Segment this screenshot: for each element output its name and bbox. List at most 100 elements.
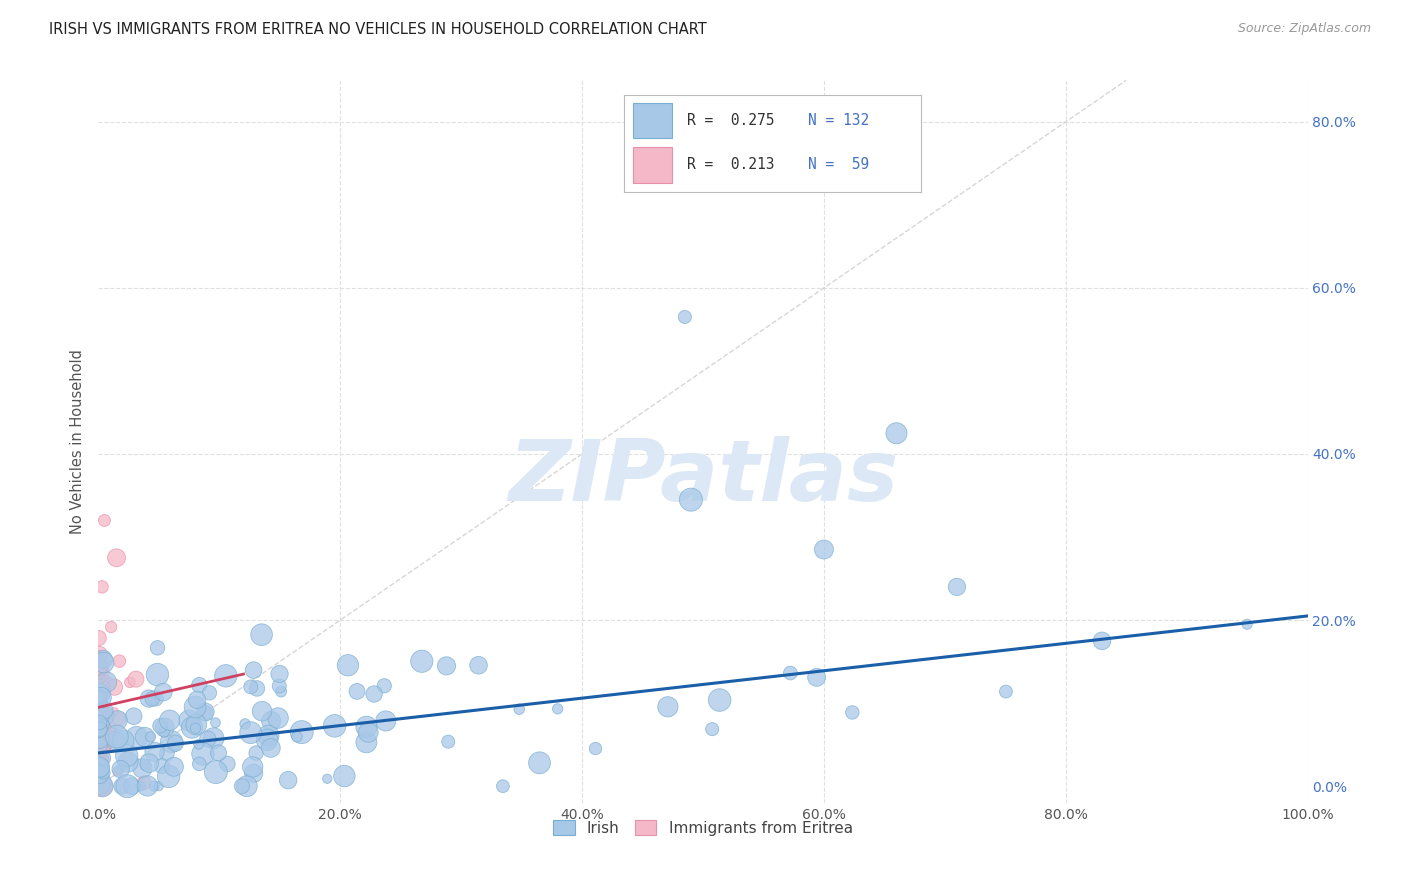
Point (87, 663, 110, 677)
Point (90, 721, 112, 735)
Point (91, 779, 114, 793)
Point (87, 708, 110, 723)
Point (709, 693, 731, 707)
Point (129, 779, 152, 793)
Point (779, 666, 801, 681)
Point (118, 675, 141, 690)
Text: IRISH VS IMMIGRANTS FROM ERITREA NO VEHICLES IN HOUSEHOLD CORRELATION CHART: IRISH VS IMMIGRANTS FROM ERITREA NO VEHI… (49, 22, 707, 37)
Point (89, 776, 111, 790)
Y-axis label: No Vehicles in Household: No Vehicles in Household (70, 349, 86, 534)
Point (242, 663, 264, 677)
Point (87, 700, 110, 714)
Point (508, 702, 530, 716)
Point (316, 772, 339, 786)
Point (202, 731, 225, 746)
Point (250, 704, 273, 718)
Point (89, 663, 111, 677)
Point (89, 761, 111, 775)
Point (91, 779, 114, 793)
Point (239, 725, 262, 739)
Point (205, 765, 228, 780)
Point (89, 760, 111, 774)
Point (134, 758, 156, 772)
Point (146, 640, 169, 655)
Point (89, 722, 111, 736)
Point (679, 492, 702, 507)
Point (267, 711, 290, 725)
Point (188, 756, 211, 771)
Point (1091, 633, 1114, 648)
Point (138, 691, 160, 706)
Point (187, 737, 209, 751)
Point (291, 725, 314, 739)
Point (87, 706, 110, 720)
Point (236, 779, 259, 793)
Point (89, 666, 111, 681)
Point (107, 713, 129, 727)
Point (163, 760, 186, 774)
Point (156, 747, 179, 761)
Point (96, 675, 118, 690)
Point (87, 758, 110, 772)
Point (112, 734, 135, 748)
Point (188, 678, 211, 692)
Point (134, 730, 156, 744)
Point (93, 717, 115, 731)
Point (96, 739, 118, 753)
Point (260, 714, 283, 728)
Point (117, 755, 139, 769)
Point (89, 738, 111, 752)
Point (93, 728, 115, 742)
Point (197, 731, 219, 746)
Point (90, 764, 112, 778)
Point (239, 680, 262, 694)
Point (90, 690, 112, 705)
Point (323, 719, 346, 733)
Point (994, 684, 1017, 698)
Point (146, 667, 169, 681)
Point (89, 767, 111, 781)
Point (89, 690, 111, 704)
Point (152, 685, 174, 699)
Point (89, 667, 111, 681)
Point (198, 686, 221, 700)
Point (97, 738, 120, 752)
Point (89, 723, 111, 737)
Point (138, 756, 160, 771)
Point (108, 763, 131, 777)
Point (93, 652, 115, 666)
Point (250, 628, 273, 642)
Point (87, 660, 110, 674)
Point (87, 631, 110, 645)
Point (657, 699, 679, 714)
Point (181, 721, 204, 735)
Point (87, 711, 110, 725)
Point (90, 762, 112, 776)
Point (946, 580, 969, 594)
Point (186, 693, 208, 707)
Point (841, 706, 863, 720)
Point (886, 426, 908, 441)
Point (141, 691, 163, 706)
Point (269, 667, 291, 681)
Point (87, 669, 110, 683)
Point (363, 687, 385, 701)
Point (148, 779, 170, 793)
Point (411, 654, 433, 668)
Point (110, 762, 132, 776)
Point (111, 779, 134, 793)
Point (357, 725, 380, 739)
Point (165, 736, 187, 750)
Point (184, 721, 207, 735)
Point (93, 751, 115, 765)
Point (90, 745, 112, 759)
Point (231, 779, 253, 793)
Point (98, 723, 121, 737)
Point (103, 680, 125, 694)
Point (93, 708, 115, 723)
Text: Source: ZipAtlas.com: Source: ZipAtlas.com (1237, 22, 1371, 36)
Point (149, 719, 172, 733)
Point (115, 748, 138, 763)
Point (93, 656, 115, 670)
Point (150, 759, 173, 773)
